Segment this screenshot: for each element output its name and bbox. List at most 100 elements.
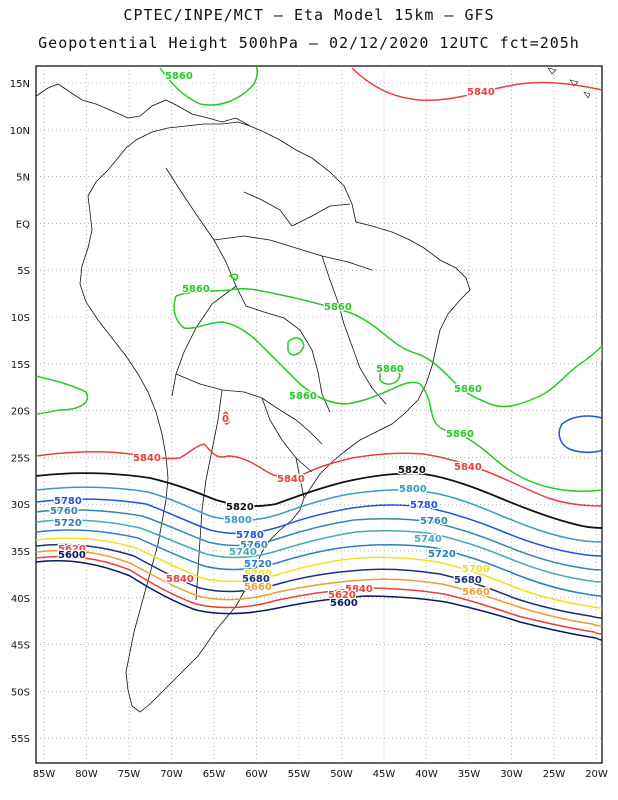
longitude-labels: 85W 80W 75W 70W 65W 60W 55W 50W 45W 40W 35W 30W 25W 2… <box>33 769 608 780</box>
contour-label: 5860 <box>454 384 482 395</box>
contour-5700 <box>36 537 602 609</box>
contour-5680 <box>36 543 602 619</box>
contour-label: 5860 <box>182 284 210 295</box>
contour-label: 5760 <box>240 540 268 551</box>
lon-label: 40W <box>415 769 438 780</box>
border-guianas <box>291 203 351 227</box>
lon-label: 60W <box>245 769 268 780</box>
chart-title: CPTEC/INPE/MCT – Eta Model 15km – GFS <box>123 6 495 24</box>
border-venezuela <box>243 191 293 227</box>
contour-label: 5680 <box>454 575 482 586</box>
lon-label: 55W <box>288 769 311 780</box>
contour-5720 <box>36 529 602 597</box>
contour-label: 5860 <box>446 429 474 440</box>
contour-label: 5840 <box>345 584 373 595</box>
map-frame <box>35 65 603 764</box>
contour-5860 <box>36 66 602 493</box>
border-uruguay <box>295 457 305 499</box>
contour-label: 5720 <box>428 549 456 560</box>
contour-label: 5720 <box>54 518 82 529</box>
contour-label: 5780 <box>410 500 438 511</box>
latitude-labels: 15N 10N 5N EQ 5S 10S 15S 20S 25S 30S 35S 40S 45S 50S 5… <box>10 79 30 745</box>
contour-label: 5840 <box>467 87 495 98</box>
lon-label: 35W <box>458 769 481 780</box>
chart-subtitle: Geopotential Height 500hPa – 02/12/2020 … <box>38 34 580 52</box>
contour-label: 5840 <box>454 462 482 473</box>
lat-label: 15N <box>10 79 30 90</box>
border-west <box>165 167 331 413</box>
contour-5780 <box>36 498 602 557</box>
contour-label: 5860 <box>324 302 352 313</box>
contour-label: 5780 <box>236 530 264 541</box>
lon-label: 85W <box>33 769 56 780</box>
contour-label: 5720 <box>244 559 272 570</box>
grid-lines <box>36 66 602 763</box>
contour-5820 <box>36 472 602 529</box>
contour-label: 5740 <box>229 547 257 558</box>
contour-label: 5680 <box>242 574 270 585</box>
contour-label: 5600 <box>330 598 358 609</box>
contour-label: 5820 <box>226 502 254 513</box>
contour-label: 5840 <box>277 474 305 485</box>
caribbean-islands <box>547 67 591 99</box>
lat-label: 55S <box>11 734 30 745</box>
border-amazon <box>213 235 373 271</box>
lat-label: 10S <box>11 313 30 324</box>
contour-label: 5760 <box>420 516 448 527</box>
lon-label: 75W <box>118 769 141 780</box>
contour-label: 5760 <box>50 506 78 517</box>
continent-outline <box>79 121 471 713</box>
contour-label: 5600 <box>58 550 86 561</box>
contour-label: 5860 <box>376 364 404 375</box>
contour-5740 <box>36 519 602 583</box>
contour-label: 5860 <box>289 391 317 402</box>
contour-label: 5860 <box>165 71 193 82</box>
contour-label: 5840 <box>166 574 194 585</box>
contour-label: 5840 <box>133 453 161 464</box>
contour-label: 5800 <box>224 515 252 526</box>
contour-5660 <box>36 549 602 627</box>
lat-label: 25S <box>11 453 30 464</box>
lat-label: 5N <box>16 173 30 184</box>
contour-labels: 5860 5860 5860 5860 5860 5860 5860 5840 … <box>49 70 496 611</box>
border-andes <box>171 285 237 397</box>
lat-label: 35S <box>11 547 30 558</box>
border-paraguay <box>261 397 313 473</box>
contour-label: 5800 <box>399 484 427 495</box>
contour-label: 5740 <box>414 534 442 545</box>
lat-label: 10N <box>10 126 30 137</box>
contour-5640 <box>36 555 602 635</box>
coastlines <box>36 83 471 713</box>
contour-label: 5780 <box>54 496 82 507</box>
contour-5800 <box>36 486 602 543</box>
contour-label: 5620 <box>58 544 86 555</box>
lat-label: EQ <box>16 219 30 230</box>
contour-5840 <box>36 67 602 507</box>
lon-label: 50W <box>330 769 353 780</box>
lat-label: 5S <box>17 266 30 277</box>
lat-label: 15S <box>11 360 30 371</box>
contour-5760 <box>36 509 602 571</box>
lon-label: 80W <box>75 769 98 780</box>
border-brazil-states <box>321 255 387 405</box>
lat-label: 40S <box>11 594 30 605</box>
contour-label: 5700 <box>244 569 272 580</box>
contour-5880-closed <box>558 415 602 454</box>
caribbean-coast <box>36 83 251 127</box>
lon-label: 20W <box>585 769 608 780</box>
contour-label: 5620 <box>328 590 356 601</box>
lat-label: 20S <box>11 407 30 418</box>
contour-5600 <box>36 560 602 641</box>
lat-label: 30S <box>11 500 30 511</box>
contour-label: 0 <box>222 414 229 425</box>
lon-label: 70W <box>160 769 183 780</box>
lon-label: 45W <box>373 769 396 780</box>
lat-label: 45S <box>11 641 30 652</box>
lon-label: 30W <box>500 769 523 780</box>
contour-label: 5700 <box>462 564 490 575</box>
lon-label: 25W <box>543 769 566 780</box>
contour-label: 5820 <box>398 465 426 476</box>
contour-label: 5660 <box>462 587 490 598</box>
lon-label: 65W <box>203 769 226 780</box>
